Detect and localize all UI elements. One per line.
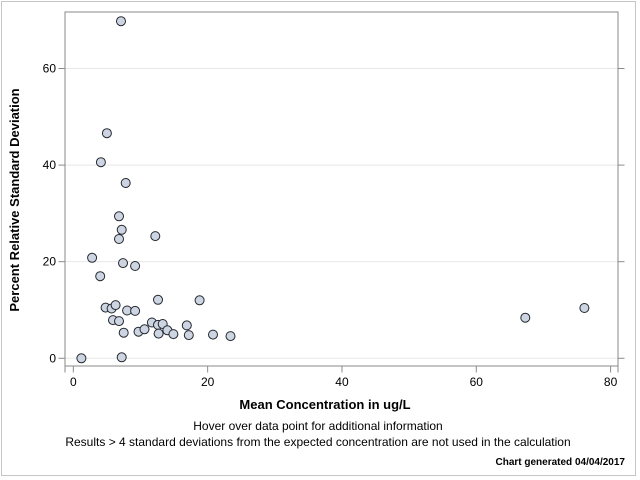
data-point[interactable] — [208, 329, 218, 340]
plot-frame — [64, 11, 619, 367]
data-point[interactable] — [168, 329, 179, 340]
data-point[interactable] — [194, 295, 205, 306]
data-point[interactable] — [183, 330, 194, 341]
y-axis-title: Percent Relative Standard Deviation — [7, 88, 22, 311]
data-point[interactable] — [116, 352, 127, 363]
data-point[interactable] — [579, 303, 590, 313]
data-point[interactable] — [181, 320, 192, 331]
x-tick-label: 20 — [201, 375, 215, 389]
data-point[interactable] — [116, 16, 126, 27]
y-tick-label: 20 — [43, 255, 57, 269]
data-point[interactable] — [153, 328, 164, 339]
x-tick-label: 60 — [470, 375, 484, 389]
data-point[interactable] — [95, 157, 106, 168]
data-point[interactable] — [87, 252, 98, 263]
data-point[interactable] — [76, 353, 87, 364]
chart-generated-stamp: Chart generated 04/04/2017 — [495, 457, 625, 468]
y-tick-label: 0 — [49, 351, 56, 365]
data-point[interactable] — [520, 312, 531, 323]
footnote-hover: Hover over data point for additional inf… — [193, 419, 442, 433]
data-point[interactable] — [101, 128, 112, 139]
data-points — [76, 16, 590, 364]
footnote-exclusion: Results > 4 standard deviations from the… — [65, 435, 570, 449]
data-point[interactable] — [139, 324, 150, 335]
data-point[interactable] — [118, 327, 129, 338]
data-point[interactable] — [153, 294, 163, 305]
x-axis-title: Mean Concentration in ug/L — [239, 397, 410, 412]
data-point[interactable] — [114, 316, 124, 327]
data-point[interactable] — [114, 211, 124, 222]
data-point[interactable] — [130, 305, 141, 316]
axis-tick-labels: 0 20 40 60 0 20 40 60 80 — [43, 62, 618, 389]
data-point[interactable] — [225, 331, 236, 342]
data-point[interactable] — [150, 231, 161, 242]
y-tick-label: 40 — [43, 158, 57, 172]
data-point[interactable] — [110, 300, 121, 311]
data-point[interactable] — [118, 258, 128, 269]
data-point[interactable] — [114, 234, 124, 244]
y-tick-label: 60 — [43, 62, 57, 76]
x-tick-label: 40 — [335, 375, 349, 389]
data-point[interactable] — [95, 271, 106, 282]
data-point[interactable] — [130, 261, 141, 271]
axis-ticks — [58, 68, 625, 373]
data-point[interactable] — [116, 224, 127, 235]
data-point[interactable] — [120, 178, 131, 188]
gridlines — [65, 68, 618, 359]
x-tick-label: 0 — [70, 375, 77, 389]
x-tick-label: 80 — [604, 375, 618, 389]
